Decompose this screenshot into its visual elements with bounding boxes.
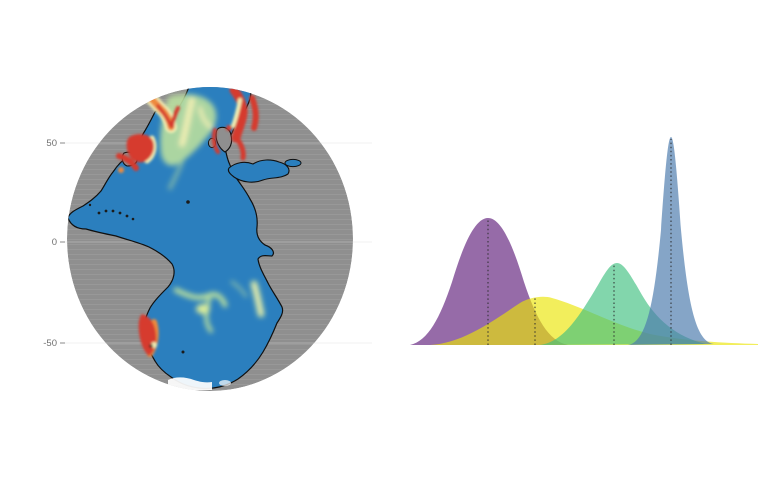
mediterranean-sea: [227, 159, 290, 183]
latitude-axis: 50 0 -50: [43, 138, 65, 349]
density-plot-panel: [384, 0, 768, 479]
y-tick-label-0: 0: [52, 237, 57, 248]
globe: [67, 87, 353, 391]
density-figure: [410, 137, 758, 345]
ice-patches: [168, 377, 231, 390]
y-tick-label-neg50: -50: [43, 338, 57, 349]
y-tick-label-50: 50: [46, 138, 57, 149]
globe-map-panel: 50 0 -50: [43, 87, 372, 391]
mean-lines: [487, 139, 672, 345]
coastal-hotspots: [116, 87, 259, 357]
black-sea: [284, 158, 302, 168]
globe-map-figure: 50 0 -50: [43, 87, 372, 391]
